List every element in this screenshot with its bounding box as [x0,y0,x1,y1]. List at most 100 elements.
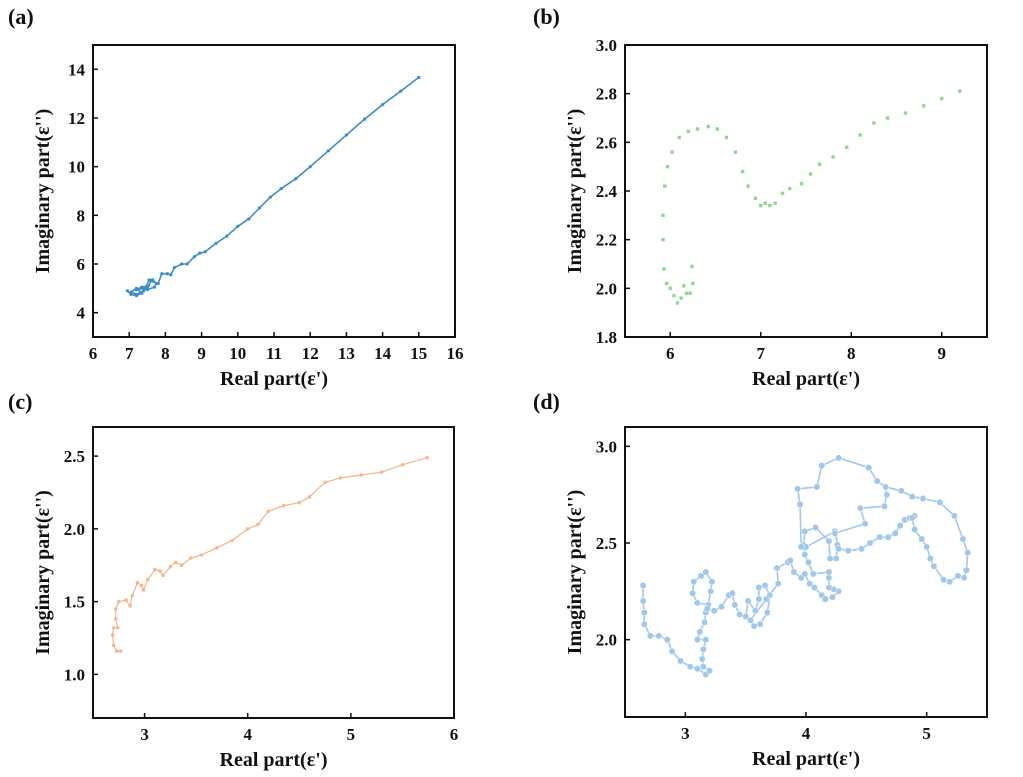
data-point [844,547,852,555]
x-tick-label: 13 [338,344,355,363]
x-tick-label: 8 [847,344,856,363]
data-point [825,574,833,582]
data-point [688,291,692,295]
x-tick-label: 11 [266,344,282,363]
data-point [742,613,750,620]
data-point [266,509,271,514]
data-point [203,250,207,254]
x-tick-label: 16 [447,344,464,363]
data-point [308,165,312,169]
data-point [761,582,769,589]
chart-panel-c: 3 4 5 6 1.0 1.5 2.0 2.5 Real part(ε') Imaginary p… [32,426,458,771]
data-point [225,234,229,238]
data-point [236,224,240,228]
data-point [891,529,899,537]
x-tick-label: 6 [89,344,98,363]
data-point [918,535,926,543]
data-point [160,272,164,276]
series-line [126,76,420,297]
data-point [829,593,836,601]
data-point [679,296,683,300]
y-tick-label: 14 [68,60,86,79]
data-point [663,184,667,188]
data-point [690,264,694,269]
data-point [733,150,738,154]
x-tick-label: 7 [125,344,134,363]
data-point [903,111,908,115]
data-point [718,603,725,611]
data-point [959,535,967,543]
data-point [946,578,954,586]
x-tick-label: 12 [302,344,319,363]
data-point [180,262,184,266]
data-point [786,556,794,564]
data-point [788,186,792,191]
data-point [152,285,157,289]
data-point [740,169,745,174]
data-point [425,455,430,460]
x-axis-title: Real part(ε') [220,368,328,390]
data-point [655,632,663,640]
panel-label-d: (d) [533,389,560,414]
data-point [664,281,669,286]
data-point [876,533,884,541]
x-tick-label: 7 [757,344,766,363]
x-axis-title: Real part(ε') [752,748,860,770]
data-point [323,480,327,485]
data-point [703,605,711,613]
data-point [706,667,713,675]
data-point [192,255,196,259]
data-point [832,555,840,562]
data-point [707,587,715,595]
data-point [724,135,729,140]
data-point [245,527,250,531]
y-tick-label: 3.0 [596,437,617,456]
axes-frame [624,44,988,338]
y-tick-label: 2.0 [596,631,617,650]
data-point [165,272,169,276]
data-point [677,657,684,665]
data-point [710,607,718,615]
data-point [821,595,829,603]
y-tick-label: 2.5 [64,447,85,466]
data-point [116,626,120,630]
x-tick-label: 4 [243,725,252,744]
data-point [926,555,934,562]
data-point [247,217,251,221]
data-point [790,568,798,576]
y-axis-title: Imaginary part(ε'') [564,490,586,655]
data-point [825,537,833,545]
data-point [780,191,785,196]
x-tick-label: 15 [410,344,427,363]
data-point [668,286,672,290]
panel-label-c: (c) [8,389,33,414]
data-point [856,504,864,512]
chart-panel-a: 6 7 8 9 10 11 12 13 14 15 16 4 6 8 10 12 14 Real part(ε')… [32,44,464,390]
y-tick-label: 10 [68,158,85,177]
data-point [923,543,931,551]
data-point [911,526,919,533]
data-point [756,620,764,628]
x-tick-label: 3 [681,724,690,743]
x-axis-title: Real part(ε') [220,749,328,771]
data-point [362,117,367,121]
data-point [215,546,219,550]
data-point [826,555,834,562]
data-point [865,464,873,472]
data-point [813,483,821,491]
data-point [958,89,962,93]
data-point [873,477,881,485]
data-point [145,284,149,288]
data-point [399,89,403,93]
data-point [922,104,926,108]
data-point [693,636,701,644]
data-point [818,462,826,470]
x-axis-title: Real part(ε') [752,368,860,390]
data-point [130,594,134,598]
data-point [139,583,144,588]
x-tick-label: 8 [161,344,170,363]
x-tick-label: 9 [197,344,206,363]
data-point [114,649,119,653]
data-point [747,616,754,624]
data-point [380,470,384,474]
